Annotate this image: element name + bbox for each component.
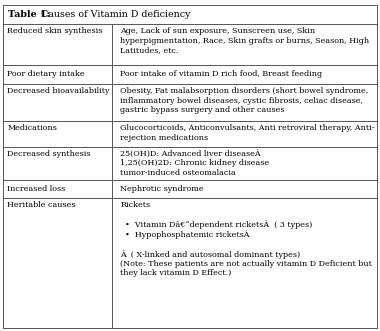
- Text: Increased loss: Increased loss: [7, 185, 65, 193]
- Text: Obesity, Fat malabsorption disorders (short bowel syndrome,
inflammatory bowel d: Obesity, Fat malabsorption disorders (sh…: [120, 87, 369, 114]
- Text: Age, Lack of sun exposure, Sunscreen use, Skin
hyperpigmentation, Race, Skin gra: Age, Lack of sun exposure, Sunscreen use…: [120, 27, 370, 54]
- Text: Decreased bioavailability: Decreased bioavailability: [7, 87, 110, 95]
- Text: Nephrotic syndrome: Nephrotic syndrome: [120, 185, 204, 193]
- Text: Table 1:: Table 1:: [8, 10, 50, 19]
- Text: 25(OH)D: Advanced liver diseaseÀ
1,25(OH)2D: Chronic kidney disease
tumor-induce: 25(OH)D: Advanced liver diseaseÀ 1,25(OH…: [120, 150, 269, 177]
- Text: Poor dietary intake: Poor dietary intake: [7, 71, 85, 78]
- Text: Causes of Vitamin D deficiency: Causes of Vitamin D deficiency: [38, 10, 190, 19]
- Text: Rickets

  •  Vitamin Dâ€“dependent ricketsÀ  ( 3 types)
  •  Hypophosphatemic r: Rickets • Vitamin Dâ€“dependent ricketsÀ…: [120, 202, 372, 277]
- Text: Poor intake of vitamin D rich food, Breast feeding: Poor intake of vitamin D rich food, Brea…: [120, 71, 323, 78]
- Text: Glucocorticoids, Anticonvulsants, Anti retroviral therapy, Anti-
rejection medic: Glucocorticoids, Anticonvulsants, Anti r…: [120, 124, 375, 142]
- Text: Reduced skin synthesis: Reduced skin synthesis: [7, 27, 103, 35]
- Text: Heritable causes: Heritable causes: [7, 202, 76, 210]
- Text: Decreased synthesis: Decreased synthesis: [7, 150, 91, 158]
- Text: Medications: Medications: [7, 124, 57, 132]
